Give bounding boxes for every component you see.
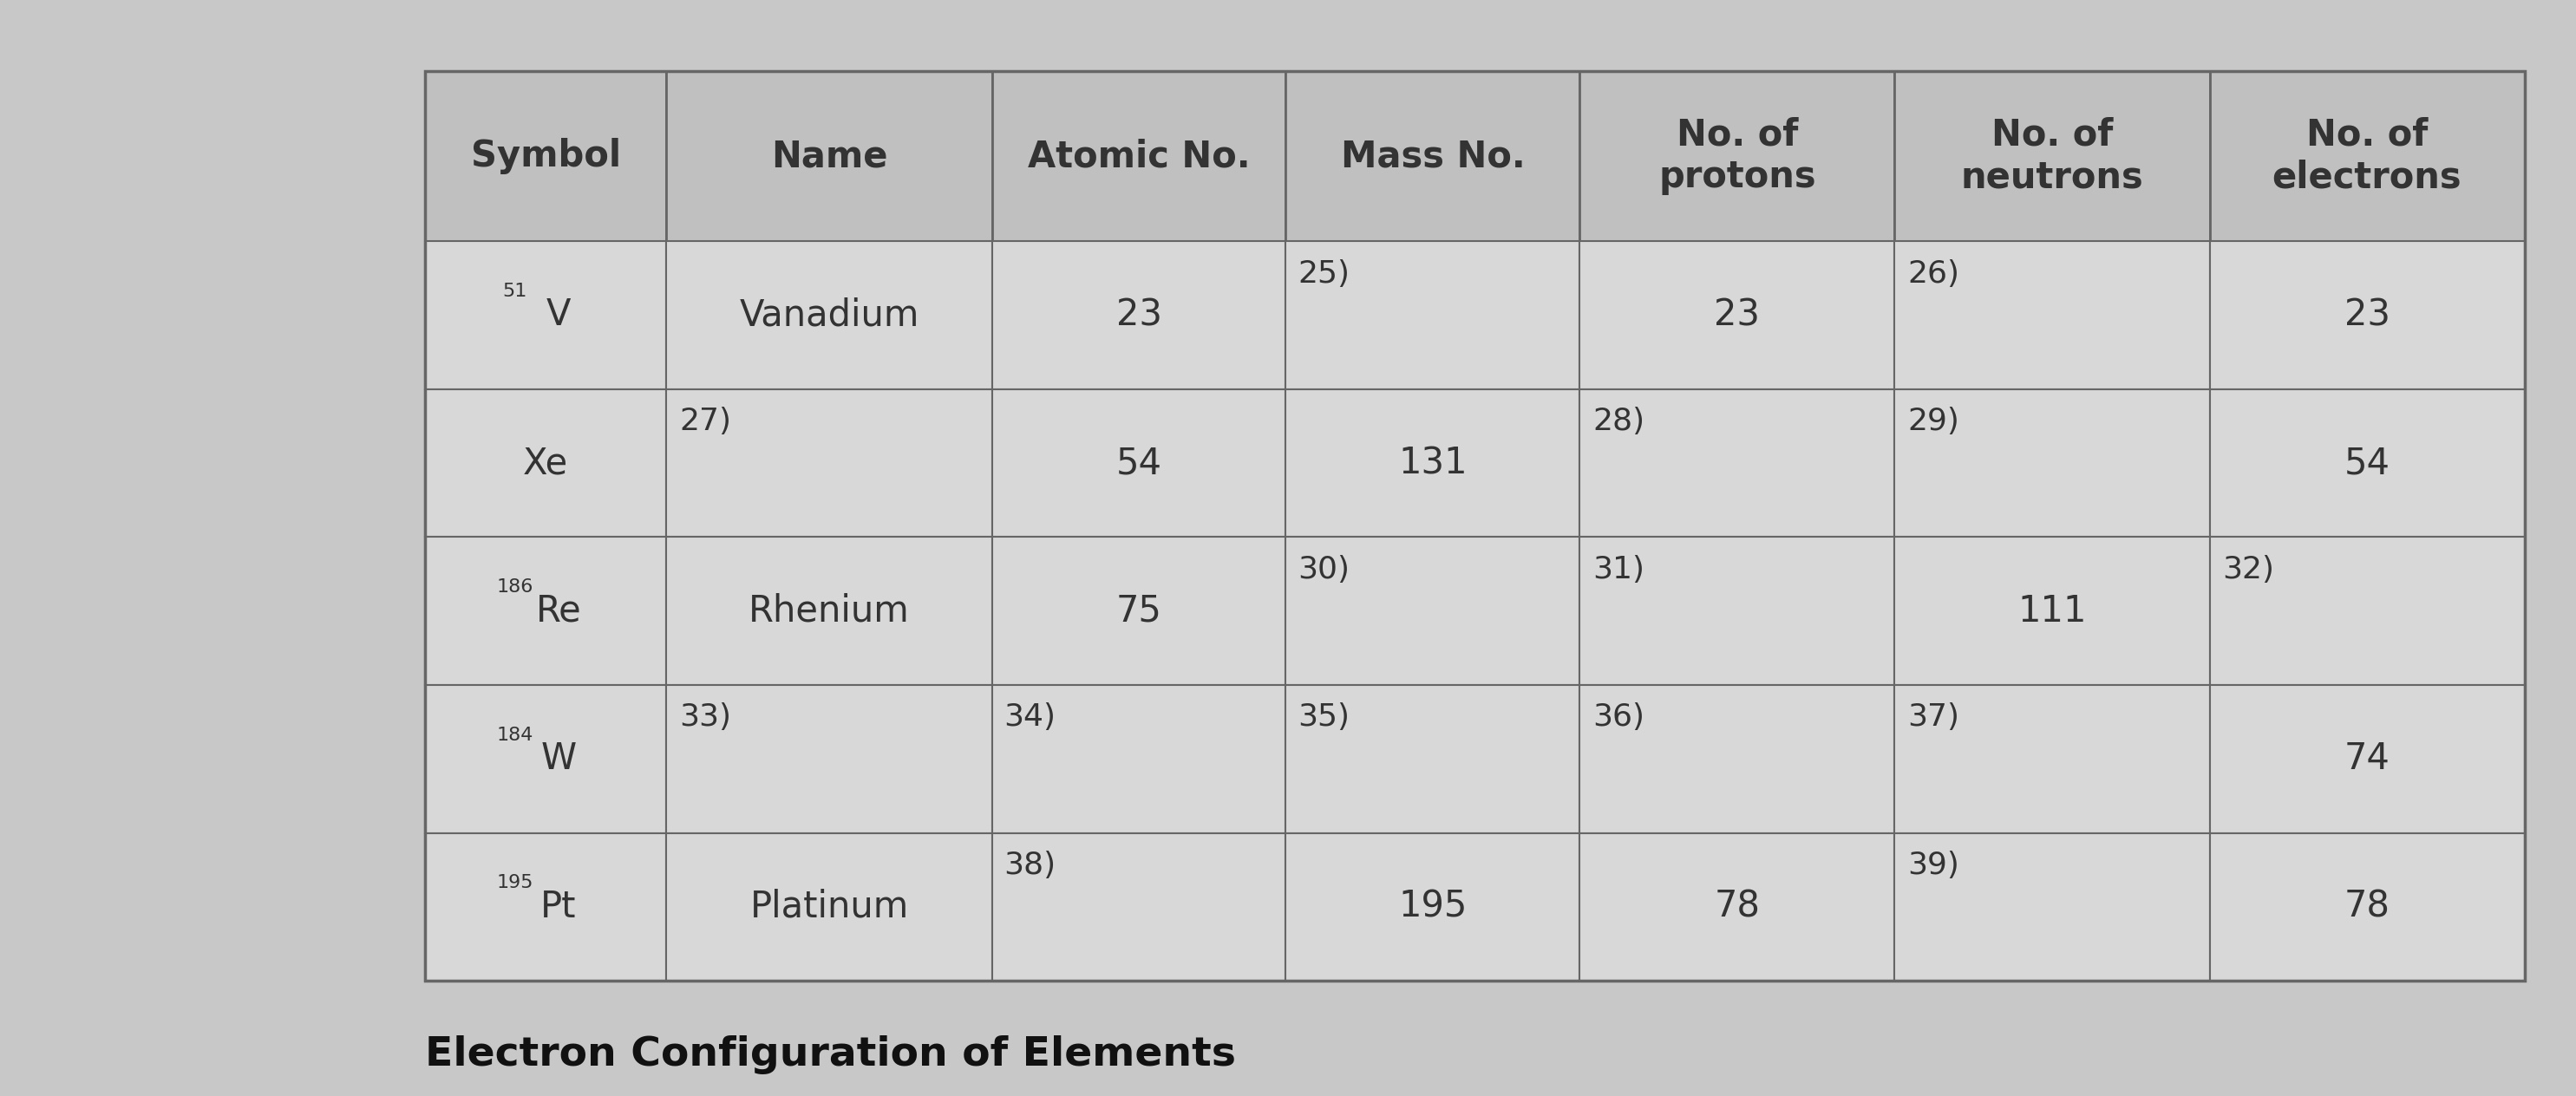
Bar <box>667 71 992 241</box>
Text: 186: 186 <box>497 579 533 595</box>
Bar <box>992 537 1285 685</box>
Bar <box>2210 685 2524 833</box>
Text: 78: 78 <box>1713 889 1759 925</box>
Bar <box>425 71 667 241</box>
Bar <box>667 241 992 389</box>
Text: 30): 30) <box>1298 555 1350 584</box>
Bar <box>1896 241 2210 389</box>
Bar <box>1579 389 1896 537</box>
Bar <box>425 685 667 833</box>
Text: Mass No.: Mass No. <box>1340 138 1525 174</box>
Text: 78: 78 <box>2344 889 2391 925</box>
Bar <box>2210 241 2524 389</box>
Text: 54: 54 <box>2344 445 2391 481</box>
Bar <box>1285 537 1579 685</box>
Bar <box>667 833 992 981</box>
Text: 29): 29) <box>1906 407 1960 436</box>
Text: 23: 23 <box>2344 297 2391 333</box>
Text: 195: 195 <box>497 875 533 891</box>
Bar <box>1896 71 2210 241</box>
Text: 37): 37) <box>1906 703 1960 732</box>
Bar <box>992 833 1285 981</box>
Bar <box>1896 685 2210 833</box>
Text: 32): 32) <box>2223 555 2275 584</box>
Text: 23: 23 <box>1115 297 1162 333</box>
Text: W: W <box>541 741 577 777</box>
Text: Symbol: Symbol <box>471 138 621 174</box>
Text: 35): 35) <box>1298 703 1350 732</box>
Bar <box>1896 537 2210 685</box>
Bar <box>425 833 667 981</box>
Bar <box>992 685 1285 833</box>
Text: Platinum: Platinum <box>750 889 909 925</box>
Text: 75: 75 <box>1115 593 1162 629</box>
Bar <box>1285 241 1579 389</box>
Bar <box>1285 833 1579 981</box>
Text: 27): 27) <box>680 407 732 436</box>
Bar <box>2210 71 2524 241</box>
Bar <box>425 537 667 685</box>
Text: 26): 26) <box>1906 259 1960 288</box>
Text: 28): 28) <box>1592 407 1643 436</box>
Bar <box>2210 389 2524 537</box>
Bar <box>1285 389 1579 537</box>
Bar <box>1579 537 1896 685</box>
Text: 131: 131 <box>1399 445 1468 481</box>
Text: No. of
neutrons: No. of neutrons <box>1960 117 2143 195</box>
Text: Rhenium: Rhenium <box>750 593 909 629</box>
Bar <box>2210 537 2524 685</box>
Bar <box>425 241 667 389</box>
Text: 74: 74 <box>2344 741 2391 777</box>
Text: Pt: Pt <box>541 889 577 925</box>
Bar <box>992 241 1285 389</box>
Bar <box>1285 685 1579 833</box>
Text: Vanadium: Vanadium <box>739 297 920 333</box>
Bar <box>1579 685 1896 833</box>
Text: 195: 195 <box>1399 889 1468 925</box>
Bar <box>1579 241 1896 389</box>
Text: Re: Re <box>536 593 582 629</box>
Bar <box>992 71 1285 241</box>
Text: 54: 54 <box>1115 445 1162 481</box>
Bar <box>1896 389 2210 537</box>
Text: 23: 23 <box>1713 297 1759 333</box>
Text: 111: 111 <box>2017 593 2087 629</box>
Text: 33): 33) <box>680 703 732 732</box>
Text: Xe: Xe <box>523 445 569 481</box>
Bar <box>667 389 992 537</box>
Text: 31): 31) <box>1592 555 1643 584</box>
Bar <box>425 71 2524 981</box>
Bar <box>425 389 667 537</box>
Bar <box>667 537 992 685</box>
Bar <box>992 389 1285 537</box>
Text: No. of
electrons: No. of electrons <box>2272 117 2463 195</box>
Text: Name: Name <box>770 138 889 174</box>
Text: 39): 39) <box>1906 850 1960 880</box>
Text: 184: 184 <box>497 727 533 743</box>
Bar <box>1579 833 1896 981</box>
Text: Atomic No.: Atomic No. <box>1028 138 1249 174</box>
Text: 25): 25) <box>1298 259 1350 288</box>
Bar <box>667 685 992 833</box>
Text: V: V <box>546 297 572 333</box>
Bar <box>1896 833 2210 981</box>
Text: 34): 34) <box>1005 703 1056 732</box>
Bar <box>1285 71 1579 241</box>
Text: 36): 36) <box>1592 703 1643 732</box>
Text: 51: 51 <box>502 283 528 299</box>
Text: 38): 38) <box>1005 850 1056 880</box>
Text: Electron Configuration of Elements: Electron Configuration of Elements <box>425 1036 1236 1075</box>
Bar <box>1579 71 1896 241</box>
Bar <box>2210 833 2524 981</box>
Text: No. of
protons: No. of protons <box>1659 117 1816 195</box>
